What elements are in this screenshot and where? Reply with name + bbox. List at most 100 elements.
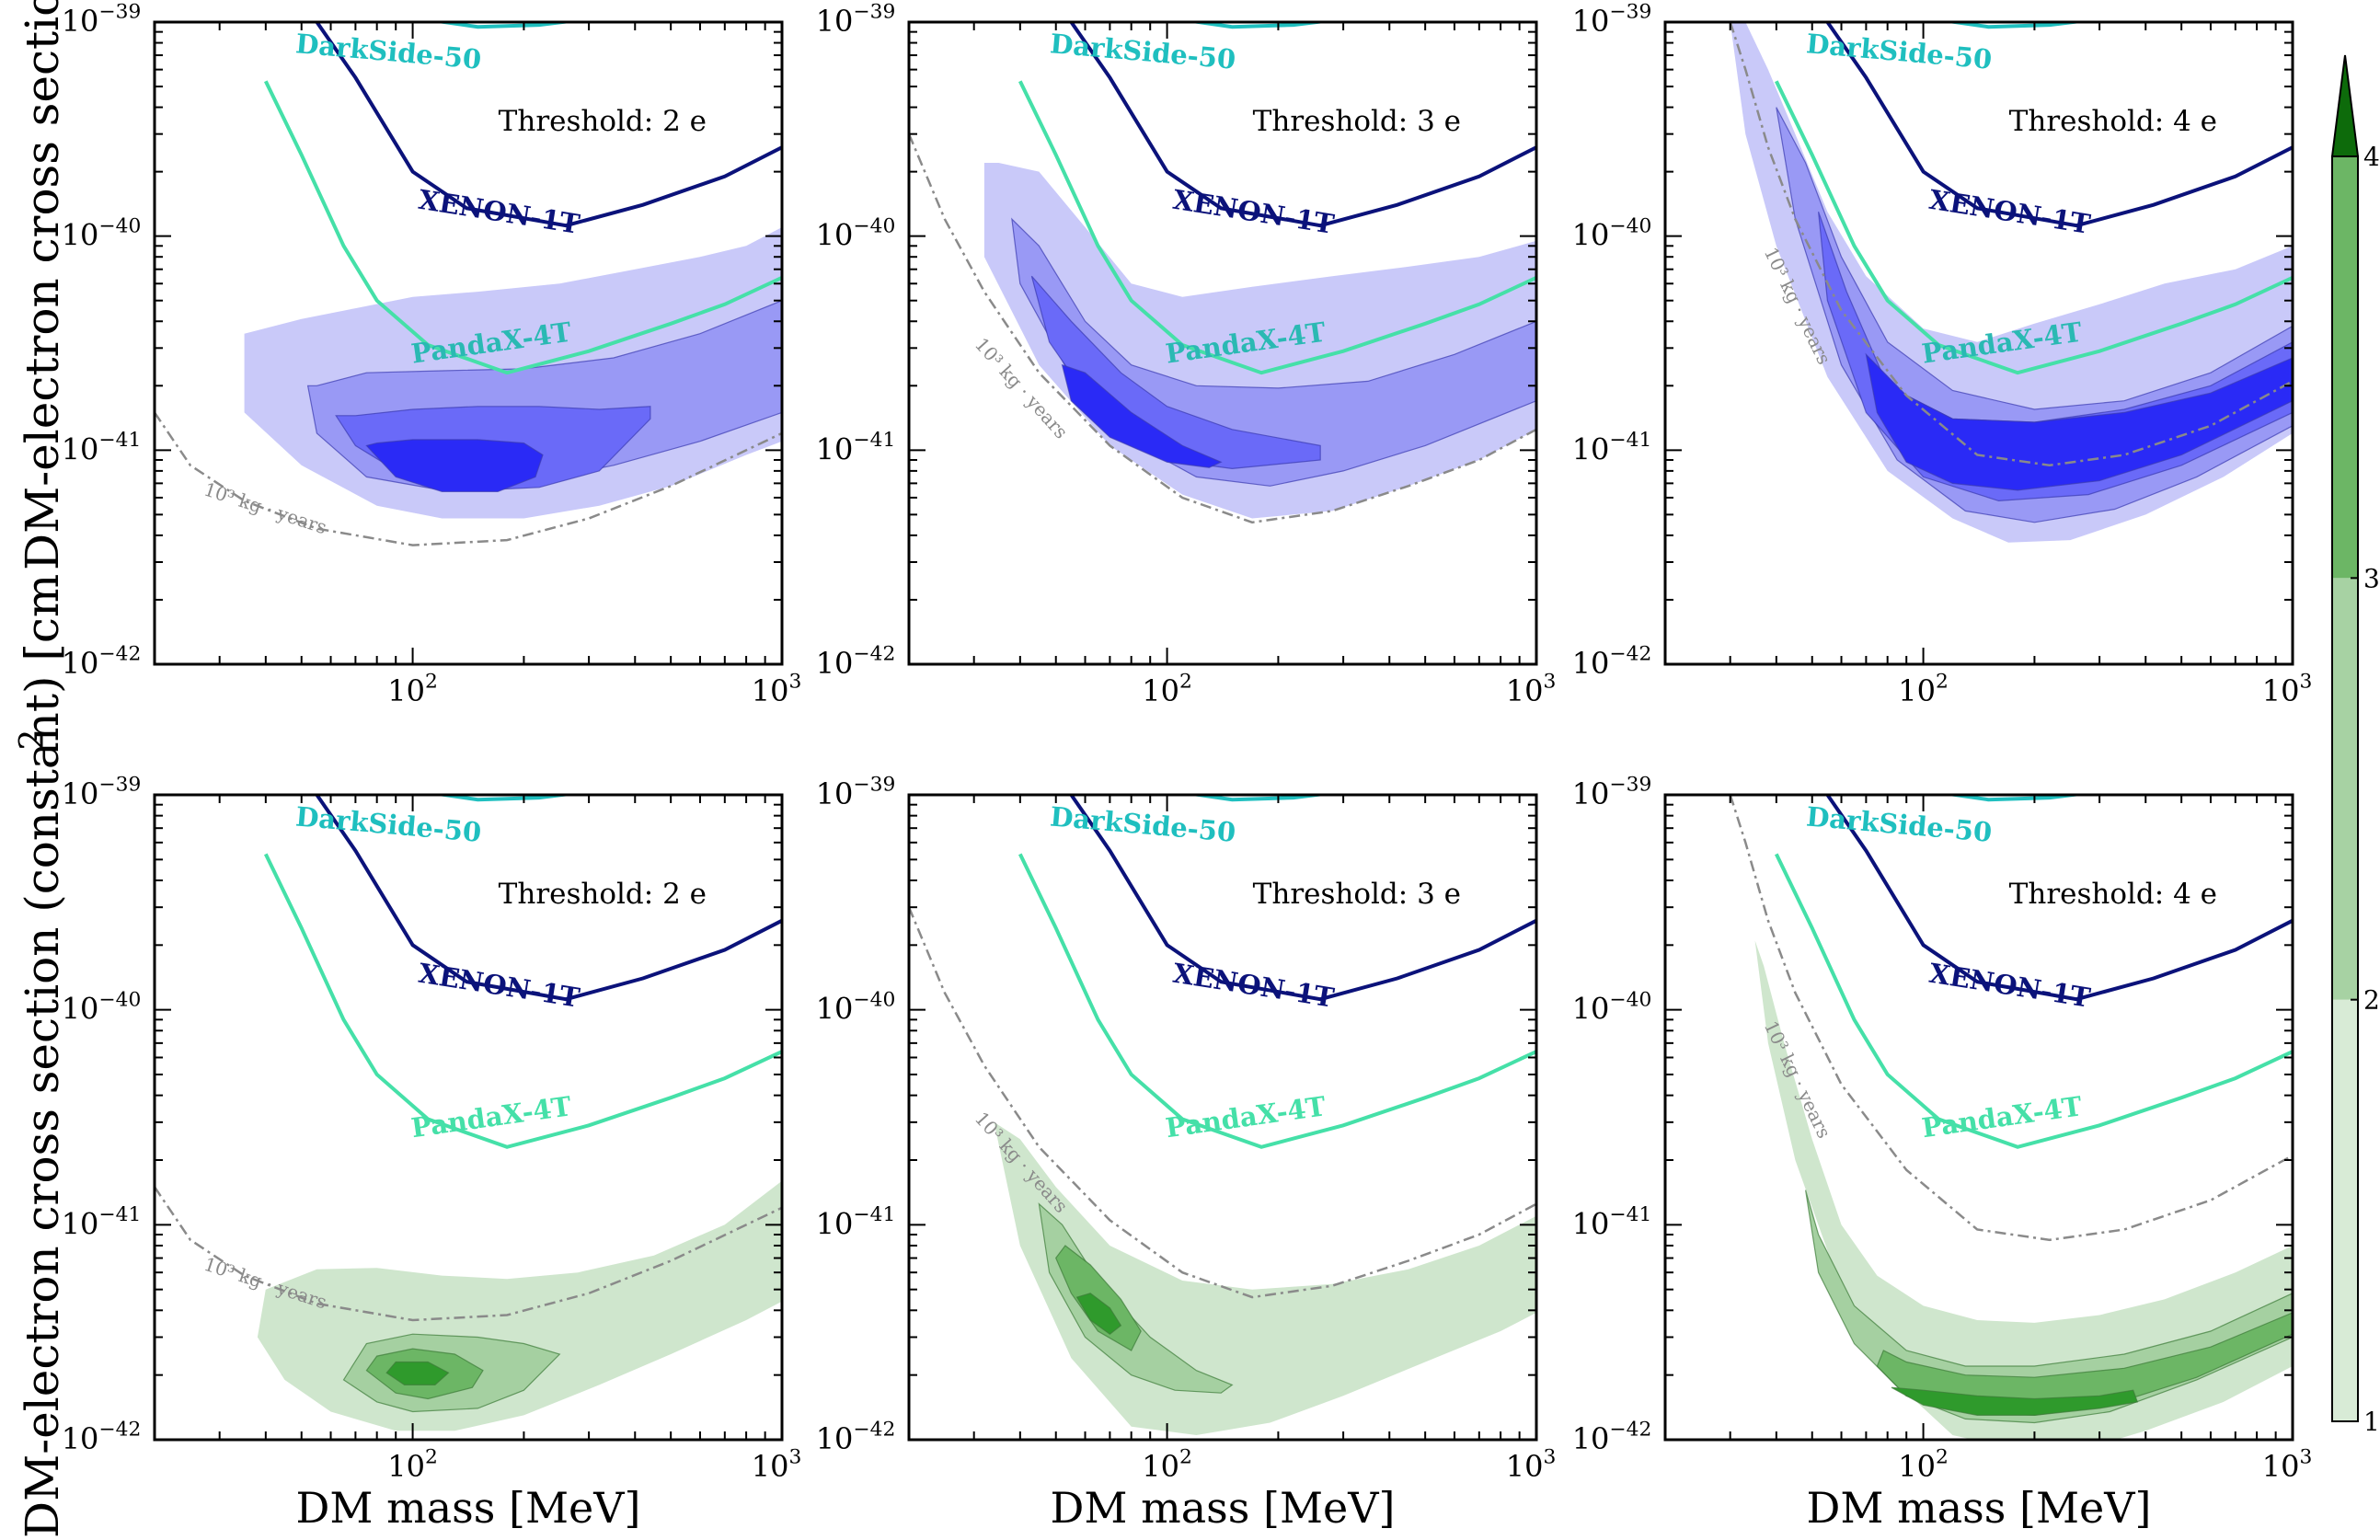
xenon-1t-curve [315,22,782,228]
y-tick-label: 10−40 [816,214,896,252]
credible-region-level-1 [1754,940,2293,1440]
pandax-4t-curve [264,80,782,375]
plot-frame [1663,20,2294,666]
plot-area [1729,795,2293,1440]
x-tick-label: 103 [2262,1446,2313,1484]
xenon-1t-curve [1069,795,1536,1002]
y-tick-label: 10−42 [1572,1419,1652,1456]
y-axis-label-overlap: 2 [14,730,52,751]
credible-region-level-1 [257,1180,782,1431]
credible-region-level-4 [1865,352,2293,491]
y-tick-label: 10−39 [62,1,142,39]
ticks [908,21,1537,665]
ticks [154,794,783,1441]
x-tick-label: 103 [1506,1446,1557,1484]
exposure-curve [1729,795,2293,1242]
colorbar-extend-arrow [2330,54,2360,157]
y-tick-label: 10−42 [62,643,142,681]
xenon-1t-curve [1825,795,2293,1002]
pandax-4t-curve [1774,853,2293,1149]
xenon-1t-curve [1825,22,2293,228]
pandax-4t-curve [1018,80,1536,375]
exposure-curve [155,1186,782,1322]
colorbar-tick-label: 1 [2363,1407,2380,1437]
y-tick-label: 10−40 [1572,214,1652,252]
y-axis-label-top: DM-electron cross section (constant) [cm [16,0,69,570]
y-tick-label: 10−42 [62,1419,142,1456]
x-tick-label: 103 [1506,671,1557,708]
y-tick-label: 10−40 [62,214,142,252]
plot-area [909,22,1536,524]
x-tick-label: 103 [752,1446,802,1484]
darkside-50-label: DarkSide-50 [294,800,483,848]
plot-area [155,22,782,546]
credible-region-level-4 [1891,1386,2139,1417]
x-tick-label: 102 [1898,1446,1949,1484]
pandax-4t-curve [1018,853,1536,1149]
exposure-curve [1729,22,2293,467]
y-tick-label: 10−41 [816,1203,896,1241]
exposure-label: 10³ kg · years [201,478,329,539]
credible-region-level-4 [1061,363,1223,468]
xenon-1t-label: XENON-1T [417,958,582,1014]
ticks [908,794,1537,1441]
darkside-50-label: DarkSide-50 [1049,800,1237,848]
darkside-50-label: DarkSide-50 [1805,28,1994,75]
threshold-label: Threshold: 4 e [2009,105,2217,138]
credible-region-level-4 [385,1361,450,1386]
x-axis-label: DM mass [MeV] [1807,1483,2152,1533]
xenon-1t-label: XENON-1T [1171,184,1337,240]
threshold-label: Threshold: 2 e [499,878,707,911]
xenon-1t-label: XENON-1T [1927,184,2093,240]
colorbar-band-3 [2332,156,2358,579]
threshold-label: Threshold: 3 e [1253,105,1461,138]
y-tick-label: 10−39 [1572,1,1652,39]
x-tick-label: 103 [752,671,802,708]
x-tick-label: 102 [1142,1446,1192,1484]
plot-frame [153,793,784,1442]
plot-area [155,795,782,1431]
colorbar-band-2 [2332,578,2358,1000]
threshold-label: Threshold: 4 e [2009,878,2217,911]
x-tick-label: 102 [387,671,438,708]
credible-region-level-4 [1075,1293,1122,1335]
xenon-1t-label: XENON-1T [1927,958,2093,1014]
y-tick-label: 10−42 [816,643,896,681]
ticks [154,21,783,665]
y-tick-label: 10−41 [1572,429,1652,466]
y-tick-label: 10−40 [816,988,896,1026]
threshold-label: Threshold: 2 e [499,105,707,138]
darkside-50-label: DarkSide-50 [294,28,483,75]
y-tick-label: 10−39 [816,774,896,811]
colorbar-band-1 [2332,999,2358,1421]
darkside-50-label: DarkSide-50 [1049,28,1237,75]
ticks [1664,21,2294,665]
ticks [1664,794,2294,1441]
y-tick-label: 10−41 [62,429,142,466]
xenon-1t-label: XENON-1T [417,184,582,240]
exposure-curve [155,411,782,546]
colorbar-tick-label: 3 [2363,563,2380,593]
y-tick-label: 10−41 [1572,1203,1652,1241]
y-tick-label: 10−42 [1572,643,1652,681]
y-tick-label: 10−41 [816,429,896,466]
xenon-1t-curve [315,795,782,1002]
x-tick-label: 102 [1898,671,1949,708]
x-tick-label: 103 [2262,671,2313,708]
y-axis-label-bottom: DM-electron cross section (constant) [cm [16,574,69,1538]
colorbar-tick-label: 2 [2363,985,2380,1016]
y-tick-label: 10−40 [62,988,142,1026]
plot-area [1729,22,2293,543]
pandax-4t-curve [263,853,782,1149]
x-axis-label: DM mass [MeV] [296,1483,641,1533]
plot-frame [907,20,1538,666]
plot-frame [907,793,1538,1442]
colorbar: 1 2 3 4 [2330,54,2380,1437]
exposure-curve [909,133,1536,524]
